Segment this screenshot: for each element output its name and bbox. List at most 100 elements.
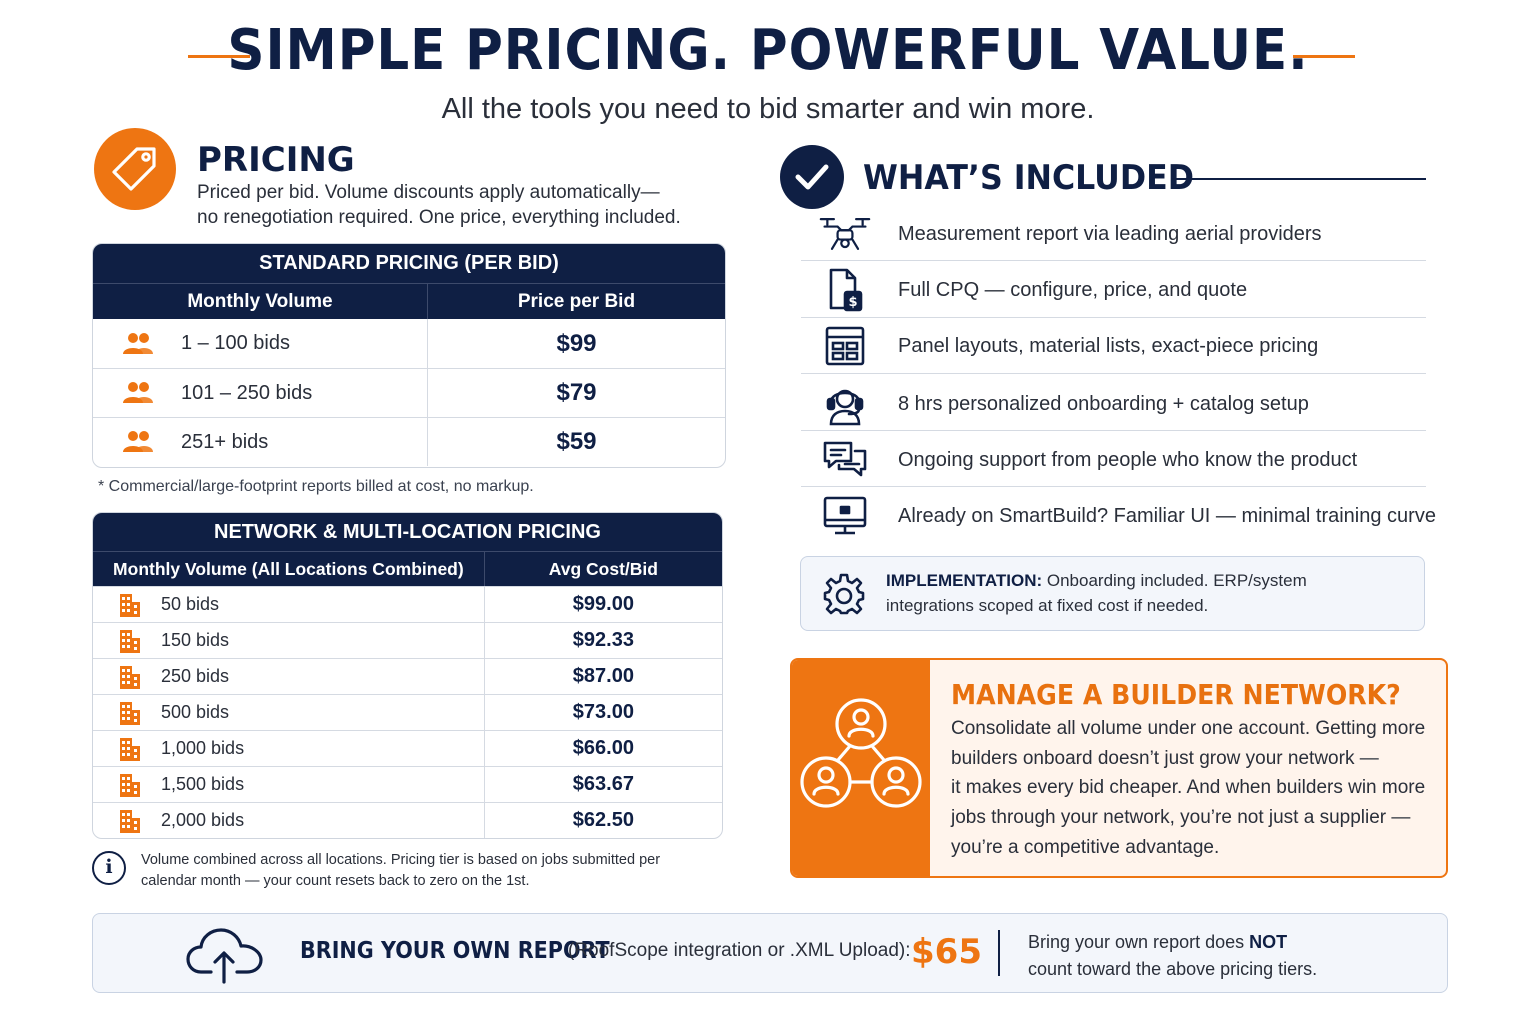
network-heading: MANAGE A BUILDER NETWORK? bbox=[951, 678, 1401, 711]
chat-bubbles-icon bbox=[819, 438, 871, 482]
byor-price: $65 bbox=[911, 932, 982, 972]
volume-text: 1,000 bids bbox=[161, 738, 245, 758]
title-rule-right bbox=[1293, 55, 1355, 58]
table-row: 1,000 bids $66.00 bbox=[93, 730, 722, 766]
checkmark-icon bbox=[780, 145, 844, 209]
table-row: 500 bids $73.00 bbox=[93, 694, 722, 730]
drone-icon bbox=[819, 212, 871, 256]
network-text-line: builders onboard doesn’t just grow your … bbox=[951, 748, 1379, 769]
building-icon bbox=[119, 772, 141, 798]
col-price-per-bid: Price per Bid bbox=[426, 284, 725, 319]
price-cell: $99.00 bbox=[483, 587, 722, 622]
included-item-panel-layouts: Panel layouts, material lists, exact-pie… bbox=[801, 318, 1426, 374]
network-table-title: NETWORK & MULTI-LOCATION PRICING bbox=[93, 513, 722, 551]
volume-text: 150 bids bbox=[161, 630, 230, 650]
col-monthly-volume-combined: Monthly Volume (All Locations Combined) bbox=[113, 558, 464, 579]
builder-network-callout: MANAGE A BUILDER NETWORK? Consolidate al… bbox=[790, 658, 1448, 878]
people-icon bbox=[123, 430, 153, 454]
cloud-upload-icon bbox=[186, 928, 263, 984]
volume-text: 251+ bids bbox=[181, 430, 269, 453]
table-row: 1,500 bids $63.67 bbox=[93, 766, 722, 802]
volume-cell: 150 bids bbox=[93, 623, 484, 658]
divider bbox=[801, 430, 1426, 431]
panel-layout-icon bbox=[819, 324, 871, 368]
divider bbox=[801, 260, 1426, 261]
standard-pricing-table: STANDARD PRICING (PER BID) Monthly Volum… bbox=[92, 243, 726, 468]
building-icon bbox=[119, 736, 141, 762]
volume-text: 2,000 bids bbox=[161, 810, 245, 830]
price-cell: $66.00 bbox=[483, 731, 722, 766]
network-table-header: Monthly Volume (All Locations Combined) … bbox=[93, 551, 722, 586]
volume-text: 1,500 bids bbox=[161, 774, 245, 794]
table-row: 50 bids $99.00 bbox=[93, 586, 722, 622]
price-tag-icon bbox=[94, 128, 176, 210]
page-title: SIMPLE PRICING. POWERFUL VALUE. bbox=[227, 18, 1309, 83]
volume-text: 1 – 100 bids bbox=[181, 332, 290, 354]
included-item-text: Already on SmartBuild? Familiar UI — min… bbox=[898, 505, 1436, 527]
monitor-icon bbox=[819, 494, 871, 538]
included-item-cpq: $ Full CPQ — configure, price, and quote bbox=[801, 262, 1426, 318]
people-icon bbox=[123, 381, 153, 405]
included-heading-rule bbox=[1173, 178, 1426, 180]
price-cell: $79 bbox=[426, 369, 725, 417]
network-pricing-table: NETWORK & MULTI-LOCATION PRICING Monthly… bbox=[92, 512, 723, 839]
volume-text: 250 bids bbox=[161, 666, 230, 686]
volume-cell: 1,000 bids bbox=[93, 731, 484, 766]
info-icon: i bbox=[92, 851, 126, 885]
table-row: 101 – 250 bids $79 bbox=[93, 368, 725, 417]
included-item-measurement: Measurement report via leading aerial pr… bbox=[801, 206, 1426, 262]
network-text-line: you’re a competitive advantage. bbox=[951, 837, 1220, 858]
pricing-heading: PRICING bbox=[197, 140, 355, 180]
gear-icon bbox=[823, 573, 865, 615]
price-cell: $92.33 bbox=[483, 623, 722, 658]
standard-table-header: Monthly Volume Price per Bid bbox=[93, 283, 725, 319]
table-row: 250 bids $87.00 bbox=[93, 658, 722, 694]
building-icon bbox=[119, 664, 141, 690]
title-rule-left bbox=[188, 55, 250, 58]
price-cell: $87.00 bbox=[483, 659, 722, 694]
price-cell: $73.00 bbox=[483, 695, 722, 730]
price-cell: $59 bbox=[426, 418, 725, 466]
people-icon bbox=[123, 332, 153, 356]
byor-side-line2: count toward the above pricing tiers. bbox=[1028, 959, 1318, 979]
network-text-line: jobs through your network, you’re not ju… bbox=[951, 807, 1411, 828]
table-row: 1 – 100 bids $99 bbox=[93, 319, 725, 368]
network-info-line2: calendar month — your count resets back … bbox=[141, 873, 530, 889]
network-info-line1: Volume combined across all locations. Pr… bbox=[141, 852, 661, 868]
volume-cell: 50 bids bbox=[93, 587, 484, 622]
implementation-label: IMPLEMENTATION: bbox=[886, 571, 1043, 590]
volume-cell: 2,000 bids bbox=[93, 803, 484, 838]
page-subtitle: All the tools you need to bid smarter an… bbox=[441, 93, 1095, 125]
building-icon bbox=[119, 700, 141, 726]
col-monthly-volume: Monthly Volume bbox=[187, 290, 333, 312]
volume-cell: 250 bids bbox=[93, 659, 484, 694]
building-icon bbox=[119, 592, 141, 618]
col-avg-cost-per-bid: Avg Cost/Bid bbox=[483, 552, 722, 586]
headset-person-icon bbox=[819, 382, 871, 426]
volume-cell: 251+ bids bbox=[93, 418, 427, 466]
byor-note: (RoofScope integration or .XML Upload): bbox=[568, 940, 911, 961]
network-text-line: it makes every bid cheaper. And when bui… bbox=[951, 777, 1426, 798]
volume-cell: 1 – 100 bids bbox=[93, 319, 427, 368]
included-heading: WHAT’S INCLUDED bbox=[863, 158, 1194, 198]
building-icon bbox=[119, 628, 141, 654]
included-item-support: Ongoing support from people who know the… bbox=[801, 432, 1426, 488]
price-cell: $99 bbox=[426, 319, 725, 368]
included-item-smartbuild: Already on SmartBuild? Familiar UI — min… bbox=[801, 488, 1436, 544]
standard-table-title: STANDARD PRICING (PER BID) bbox=[93, 244, 725, 283]
volume-text: 101 – 250 bids bbox=[181, 381, 313, 404]
included-item-text: Panel layouts, material lists, exact-pie… bbox=[898, 335, 1319, 357]
included-item-onboarding: 8 hrs personalized onboarding + catalog … bbox=[801, 376, 1426, 432]
volume-text: 500 bids bbox=[161, 702, 230, 722]
pricing-description-line1: Priced per bid. Volume discounts apply a… bbox=[197, 182, 660, 203]
network-text-line: Consolidate all volume under one account… bbox=[951, 718, 1426, 739]
table-row: 251+ bids $59 bbox=[93, 417, 725, 466]
included-item-text: Measurement report via leading aerial pr… bbox=[898, 223, 1322, 245]
included-item-text: 8 hrs personalized onboarding + catalog … bbox=[898, 393, 1309, 415]
byor-label: BRING YOUR OWN REPORT bbox=[300, 938, 610, 964]
table-row: 2,000 bids $62.50 bbox=[93, 802, 722, 838]
bring-your-own-report-banner: BRING YOUR OWN REPORT (RoofScope integra… bbox=[92, 913, 1448, 993]
document-dollar-icon: $ bbox=[819, 268, 871, 312]
table-row: 150 bids $92.33 bbox=[93, 622, 722, 658]
included-item-text: Ongoing support from people who know the… bbox=[898, 449, 1358, 471]
